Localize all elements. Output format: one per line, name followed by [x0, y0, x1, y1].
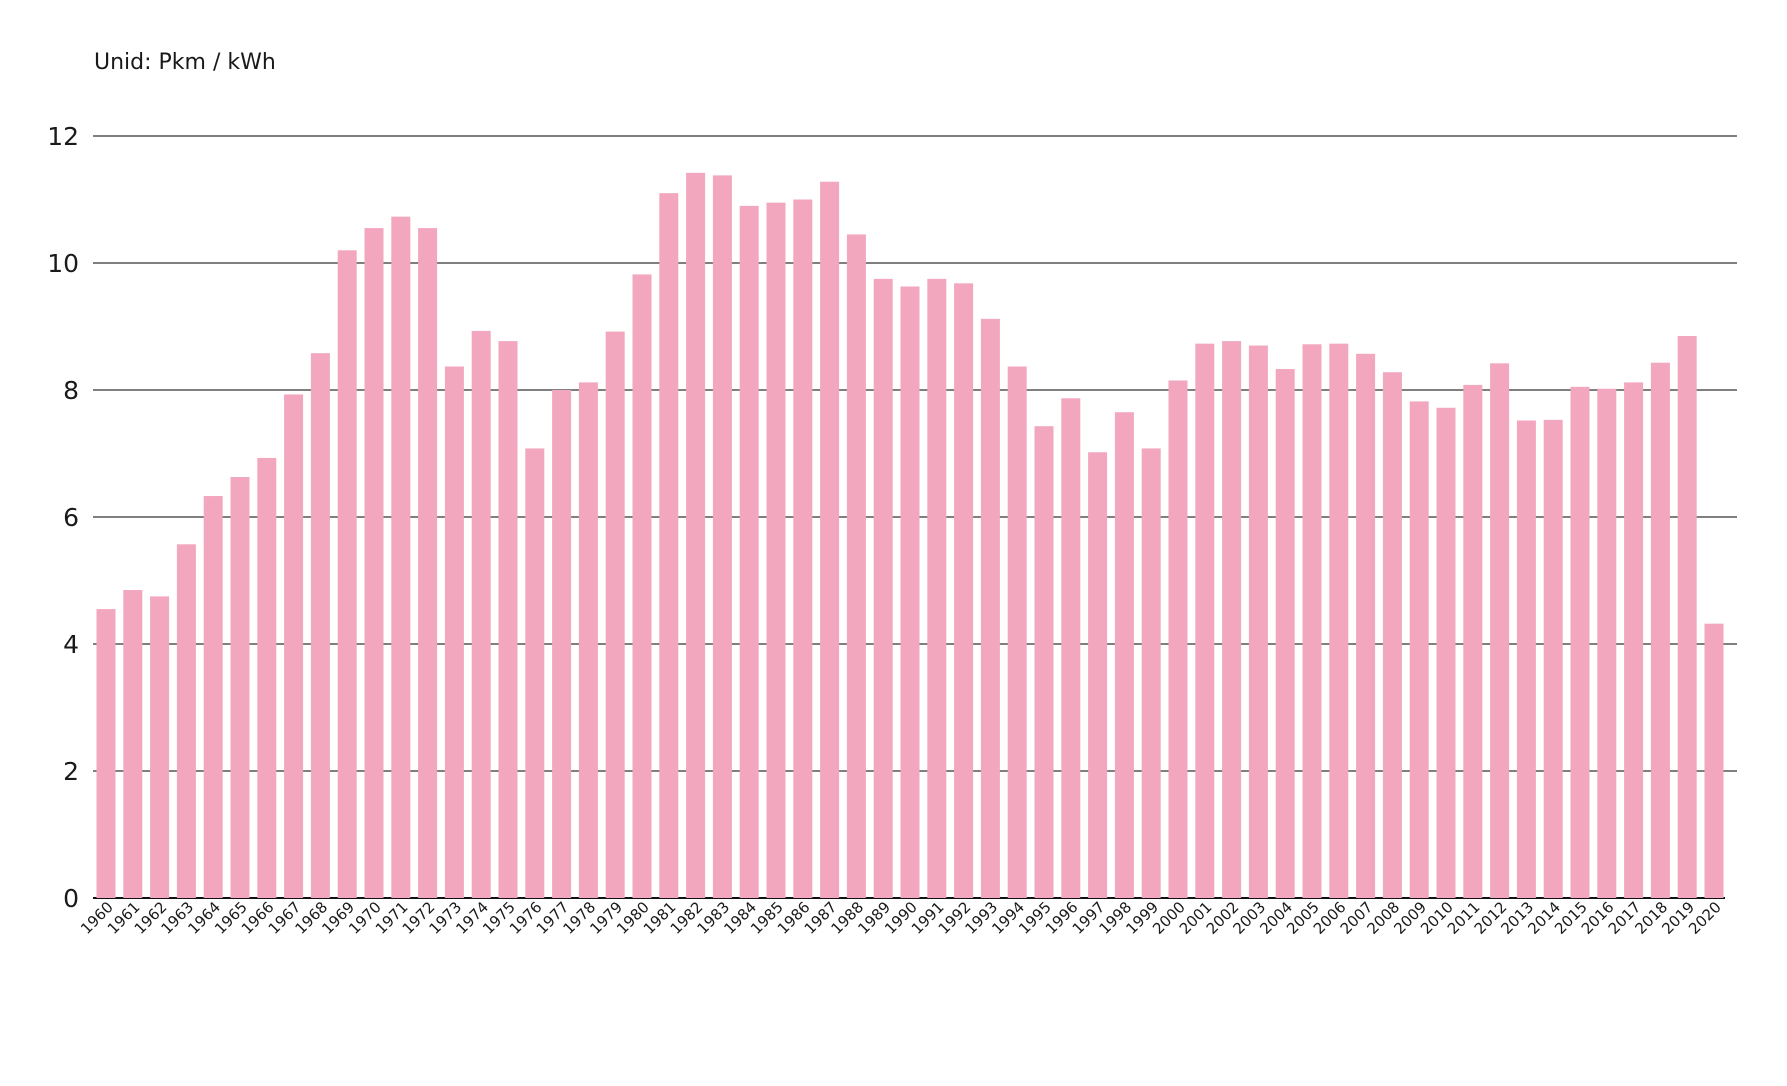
bar-2011 — [1463, 384, 1483, 898]
y-axis-ticks: 0 2 4 6 8 10 12 — [47, 122, 79, 913]
bar-1977 — [552, 390, 572, 898]
bar-1983 — [712, 175, 732, 898]
x-axis-ticks: 1960196119621963196419651966196719681969… — [77, 898, 1725, 938]
y-tick-label: 0 — [63, 884, 79, 913]
bar-1962 — [150, 596, 170, 898]
bar-1965 — [230, 476, 250, 898]
bar-1966 — [257, 457, 277, 898]
bar-1961 — [123, 590, 143, 898]
bar-1972 — [418, 228, 438, 898]
bar-1989 — [873, 278, 893, 898]
y-tick-label: 12 — [47, 122, 79, 151]
y-tick-label: 6 — [63, 503, 79, 532]
bar-1968 — [310, 353, 330, 898]
bar-2013 — [1516, 420, 1536, 898]
bar-1970 — [364, 228, 384, 898]
y-tick-label: 4 — [63, 630, 79, 659]
bar-2007 — [1356, 353, 1376, 898]
bar-2004 — [1275, 369, 1295, 898]
bar-2019 — [1677, 336, 1697, 898]
bar-1992 — [954, 283, 974, 898]
bar-1978 — [578, 382, 598, 898]
bar-2017 — [1624, 382, 1644, 898]
bar-2012 — [1490, 363, 1510, 899]
bar-1987 — [820, 181, 840, 899]
bar-1985 — [766, 202, 786, 899]
bar-2020 — [1704, 623, 1724, 898]
bar-2006 — [1329, 343, 1349, 898]
unit-label: Unid: Pkm / kWh — [94, 50, 276, 75]
bar-1990 — [900, 286, 920, 898]
bar-1988 — [846, 234, 866, 899]
bar-1973 — [444, 366, 464, 898]
bar-2015 — [1570, 386, 1590, 898]
bar-1994 — [1007, 366, 1027, 898]
bar-1963 — [176, 544, 196, 898]
bar-1997 — [1088, 452, 1108, 898]
bar-2000 — [1168, 380, 1188, 899]
bar-1982 — [686, 172, 706, 898]
bar-1995 — [1034, 426, 1054, 898]
bar-1998 — [1114, 412, 1134, 898]
bar-1974 — [471, 330, 491, 898]
bar-1976 — [525, 448, 545, 898]
bar-1964 — [203, 496, 223, 898]
bar-1999 — [1141, 448, 1161, 898]
bar-2018 — [1650, 362, 1670, 898]
bar-1969 — [337, 250, 357, 899]
bar-1967 — [284, 394, 304, 898]
bar-1980 — [632, 274, 652, 898]
bar-2003 — [1248, 345, 1268, 898]
bar-2001 — [1195, 343, 1215, 898]
bar-1993 — [980, 318, 1000, 898]
y-tick-label: 2 — [63, 757, 79, 786]
bar-1996 — [1061, 398, 1081, 898]
bar-2008 — [1382, 372, 1402, 899]
bar-1960 — [96, 609, 116, 898]
bar-1975 — [498, 341, 518, 899]
bar-2002 — [1222, 341, 1242, 899]
bar-2009 — [1409, 401, 1429, 898]
bar-1981 — [659, 193, 679, 898]
bar-1979 — [605, 331, 625, 899]
bar-1984 — [739, 205, 759, 899]
bar-1991 — [927, 278, 947, 898]
y-tick-label: 10 — [47, 249, 79, 278]
bar-1986 — [793, 199, 813, 898]
bar-2016 — [1597, 388, 1617, 898]
bar-2014 — [1543, 419, 1563, 898]
bar-2005 — [1302, 344, 1322, 898]
bar-1971 — [391, 216, 411, 898]
bar-2010 — [1436, 407, 1456, 898]
y-tick-label: 8 — [63, 376, 79, 405]
bars — [96, 172, 1724, 899]
